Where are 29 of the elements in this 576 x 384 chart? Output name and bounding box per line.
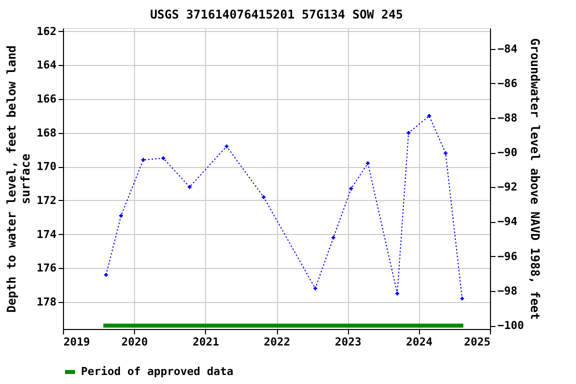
y-tick-label: 178: [36, 295, 56, 308]
y2-axis-title: Groundwater level above NAVD 1988, feet: [528, 38, 542, 320]
y-axis-title: Depth to water level, feet below land surface: [4, 45, 33, 313]
x-tick-label: 2024: [406, 336, 433, 348]
x-tick-label: 2022: [264, 336, 290, 348]
y-tick-label: 172: [36, 194, 56, 207]
x-tick-label: 2023: [334, 336, 362, 348]
y-tick-label: 176: [36, 262, 57, 275]
y2-tick-label: −100: [498, 319, 524, 332]
legend-label: Period of approved data: [81, 365, 234, 378]
y-tick-label: 162: [36, 24, 56, 38]
y-tick-label: 174: [36, 228, 57, 241]
x-tick-label: 2019: [64, 336, 90, 348]
y-tick-label: 168: [36, 126, 56, 140]
y2-tick-label: −96: [498, 250, 518, 263]
y2-tick-label: −84: [498, 42, 518, 56]
y2-tick-label: −92: [498, 180, 518, 194]
y2-tick-label: −86: [498, 76, 518, 90]
chart-title: USGS 371614076415201 57G134 SOW 245: [150, 7, 403, 22]
y2-tick-label: −98: [498, 284, 518, 298]
x-tick-label: 2025: [464, 336, 490, 348]
x-tick-label: 2021: [192, 336, 220, 348]
x-tick-label: 2020: [121, 336, 148, 348]
y2-tick-label: −94: [498, 215, 518, 228]
y-tick-label: 170: [36, 160, 56, 174]
y-tick-label: 164: [36, 58, 57, 72]
y2-tick-label: −88: [498, 111, 518, 124]
y-tick-label: 166: [36, 92, 57, 106]
y2-tick-label: −90: [498, 146, 518, 160]
